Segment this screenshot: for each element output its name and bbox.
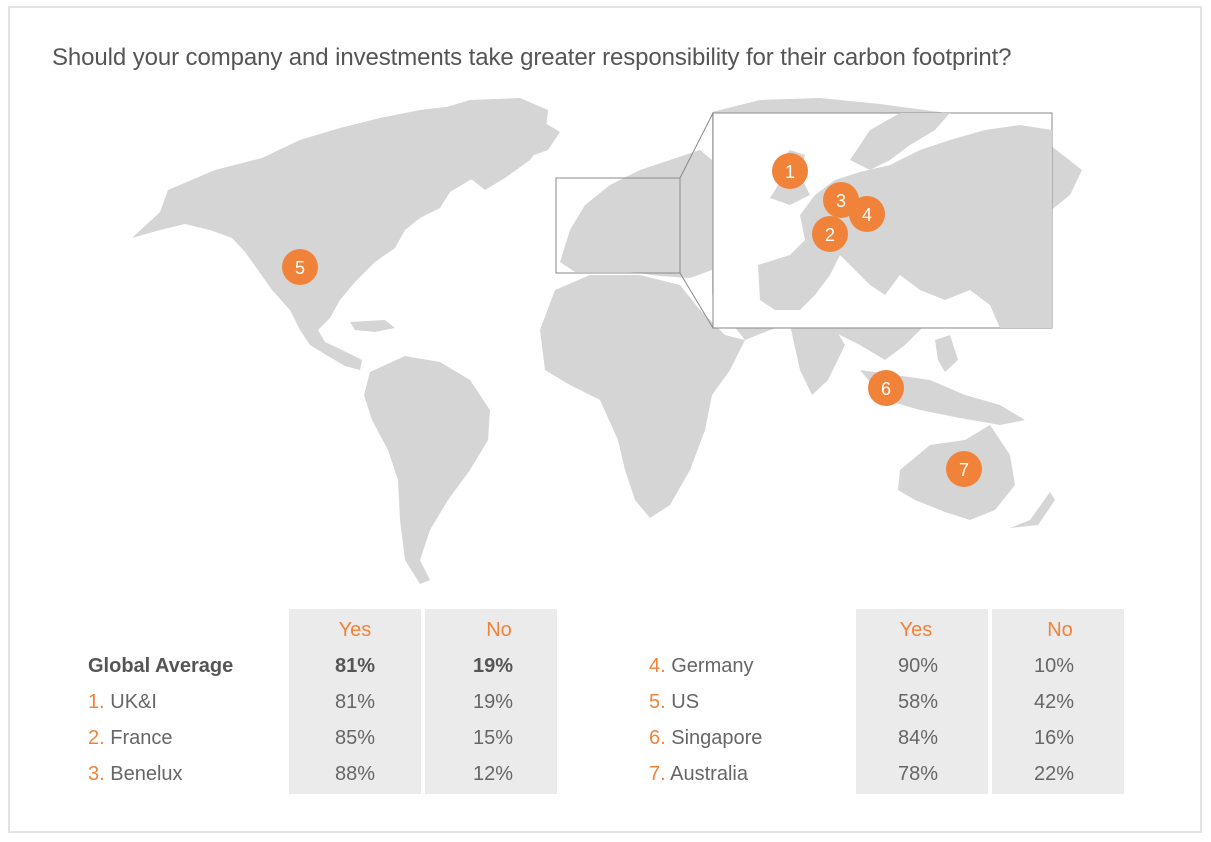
row-uki-no: 19% <box>472 691 514 713</box>
inset-connector-bottom <box>679 272 714 329</box>
north-america-landmass <box>132 104 560 370</box>
row-global-average-yes: 81% <box>334 655 376 677</box>
marker-4: 4 <box>849 196 885 232</box>
europe-landmass <box>560 150 712 278</box>
svg-text:2: 2 <box>825 225 835 245</box>
svg-text:3: 3 <box>836 191 846 211</box>
svg-text:4: 4 <box>862 205 872 225</box>
marker-7: 7 <box>946 451 982 487</box>
right-yes-column <box>856 609 988 794</box>
row-singapore-no: 16% <box>1033 727 1075 749</box>
new-zealand-landmass <box>1010 492 1055 528</box>
svg-text:6: 6 <box>881 379 891 399</box>
row-germany-no: 10% <box>1033 655 1075 677</box>
marker-6: 6 <box>868 370 904 406</box>
marker-2: 2 <box>812 216 848 252</box>
row-germany-yes: 90% <box>897 655 939 677</box>
page-title: Should your company and investments take… <box>52 44 1012 71</box>
row-singapore-name: 6. Singapore <box>649 727 763 749</box>
row-global-average-name: Global Average <box>88 655 234 677</box>
left-header-no: No <box>486 619 512 641</box>
row-us-yes: 58% <box>897 691 939 713</box>
row-benelux-name: 3. Benelux <box>88 763 183 785</box>
india-landmass <box>790 320 845 395</box>
row-us-no: 42% <box>1033 691 1075 713</box>
row-uki-yes: 81% <box>334 691 376 713</box>
row-germany-name: 4. Germany <box>649 655 754 677</box>
svg-text:5: 5 <box>295 258 305 278</box>
inset-scandinavia-landmass <box>850 113 950 170</box>
row-singapore-yes: 84% <box>897 727 939 749</box>
right-no-column <box>992 609 1124 794</box>
south-america-landmass <box>364 356 490 584</box>
row-france-yes: 85% <box>334 727 376 749</box>
row-france-no: 15% <box>472 727 514 749</box>
row-us-name: 5. US <box>649 691 700 713</box>
left-yes-column <box>289 609 421 794</box>
row-global-average-no: 19% <box>472 655 514 677</box>
row-australia-yes: 78% <box>897 763 939 785</box>
row-benelux-yes: 88% <box>334 763 376 785</box>
caribbean-landmass <box>350 320 395 332</box>
left-no-column <box>425 609 557 794</box>
inset-connector-top <box>679 112 714 179</box>
row-australia-no: 22% <box>1033 763 1075 785</box>
inset-europe-landmass <box>758 125 1052 328</box>
left-header-yes: Yes <box>338 619 372 641</box>
row-benelux-no: 12% <box>472 763 514 785</box>
right-header-yes: Yes <box>899 619 933 641</box>
africa-landmass <box>540 275 745 518</box>
row-australia-name: 7. Australia <box>649 763 748 785</box>
row-uki-name: 1. UK&I <box>88 691 157 713</box>
right-header-no: No <box>1047 619 1073 641</box>
marker-1: 1 <box>772 153 808 189</box>
svg-text:1: 1 <box>785 162 795 182</box>
row-france-name: 2. France <box>88 727 173 749</box>
greenland-landmass <box>430 98 548 190</box>
svg-text:7: 7 <box>959 460 969 480</box>
philippines-landmass <box>935 335 958 372</box>
inset-source-box <box>555 177 681 274</box>
marker-5: 5 <box>282 249 318 285</box>
